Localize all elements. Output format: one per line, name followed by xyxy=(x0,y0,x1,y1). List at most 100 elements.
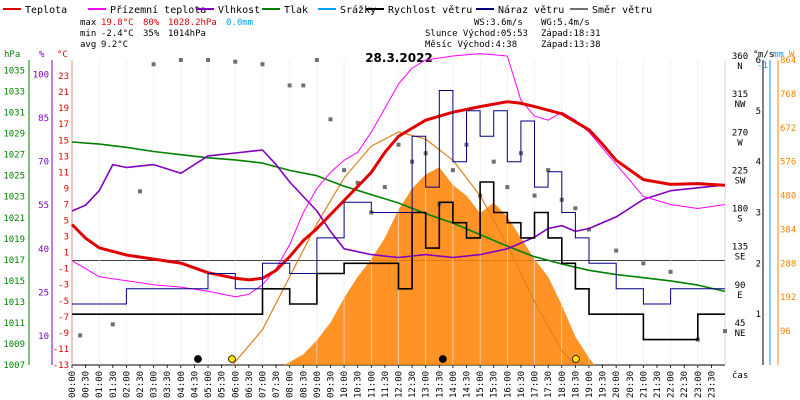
stats-min-label: min xyxy=(80,29,96,39)
wind-direction-point xyxy=(723,329,727,334)
direction-tick-compass: NE xyxy=(735,329,746,339)
wind-direction-point xyxy=(641,261,646,266)
temp-tick-label: -13 xyxy=(53,361,69,371)
time-tick-label: 15:00 xyxy=(476,371,486,398)
stats-max-press: 1028.2hPa xyxy=(168,18,217,28)
time-tick-label: 18:00 xyxy=(558,371,568,398)
time-tick-label: 11:00 xyxy=(367,371,377,398)
hpa-tick-label: 1033 xyxy=(3,88,25,98)
wind-direction-point xyxy=(450,168,455,173)
time-tick-label: 14:00 xyxy=(449,371,459,398)
pct-tick-label: 25 xyxy=(38,288,49,298)
hpa-tick-label: 1025 xyxy=(3,172,25,182)
stats-sun-set: Západ:18:31 xyxy=(541,29,601,39)
time-tick-label: 07:00 xyxy=(258,371,268,398)
ground-temperature-line xyxy=(71,53,726,298)
temp-tick-label: -11 xyxy=(53,345,69,355)
direction-tick-value: 360 xyxy=(732,52,748,62)
stats-sun: Slunce Východ:05:53 xyxy=(425,29,528,39)
stats-ws: WS:3.6m/s xyxy=(474,18,523,28)
wind-direction-point xyxy=(668,269,673,274)
sunrise-marker xyxy=(228,355,236,363)
temperature-line xyxy=(70,100,726,282)
hpa-tick-label: 1035 xyxy=(3,67,25,77)
stats-max-temp: 19.8°C xyxy=(101,18,134,28)
wind-direction-point xyxy=(110,322,115,327)
direction-tick-compass: E xyxy=(737,291,742,301)
time-tick-label: 14:30 xyxy=(463,371,473,398)
temp-tick-label: 21 xyxy=(58,88,69,98)
time-tick-label: 10:00 xyxy=(340,371,350,398)
time-tick-label: 11:30 xyxy=(381,371,391,398)
direction-tick-value: 270 xyxy=(732,128,748,138)
hpa-tick-label: 1031 xyxy=(3,109,25,119)
stats-min-press: 1014hPa xyxy=(168,29,206,39)
direction-tick-compass: SW xyxy=(735,176,746,186)
time-tick-label: 22:30 xyxy=(680,371,690,398)
time-tick-label: 03:00 xyxy=(150,371,160,398)
time-tick-label: 04:30 xyxy=(190,371,200,398)
time-tick-label: 17:30 xyxy=(544,371,554,398)
solar-tick-label: 192 xyxy=(780,293,796,303)
hpa-tick-label: 1021 xyxy=(3,214,25,224)
temp-tick-label: -5 xyxy=(58,297,69,307)
time-tick-label: 20:30 xyxy=(626,371,636,398)
temp-tick-label: 3 xyxy=(64,233,69,243)
hpa-tick-label: 1029 xyxy=(3,130,25,140)
moonset-marker xyxy=(438,355,447,363)
legend-label-rychlost-vetru: Rychlost větru xyxy=(388,4,472,16)
time-tick-label: 02:30 xyxy=(136,371,146,398)
wind-direction-point xyxy=(78,333,83,338)
w-unit-label: W xyxy=(789,50,795,60)
wind-direction-point xyxy=(382,185,387,190)
legend-label-srazky: Srážky xyxy=(340,4,376,16)
time-tick-label: 06:00 xyxy=(231,371,241,398)
time-tick-label: 07:30 xyxy=(272,371,282,398)
time-tick-label: 04:00 xyxy=(177,371,187,398)
legend-label-naraz-vetru: Náraz větru xyxy=(498,4,564,16)
wind-direction-point xyxy=(287,83,292,88)
temp-tick-label: 9 xyxy=(64,184,69,194)
solar-tick-label: 576 xyxy=(780,158,796,168)
hpa-tick-label: 1017 xyxy=(3,256,25,266)
time-tick-label: 22:00 xyxy=(667,371,677,398)
legend-label-teplota: Teplota xyxy=(25,5,67,16)
time-tick-label: 13:00 xyxy=(422,371,432,398)
hpa-tick-label: 1019 xyxy=(3,235,25,245)
wind-direction-point xyxy=(355,180,360,185)
hpa-tick-label: 1027 xyxy=(3,151,25,161)
time-tick-label: 00:30 xyxy=(82,371,92,398)
clear-sky-curve xyxy=(232,131,576,366)
solar-tick-label: 480 xyxy=(780,192,796,202)
pct-tick-label: 10 xyxy=(38,332,49,342)
hpa-tick-label: 1007 xyxy=(3,361,25,371)
pct-tick-label: 70 xyxy=(38,158,49,168)
temp-tick-label: -9 xyxy=(58,329,69,339)
time-tick-label: 10:30 xyxy=(354,371,364,398)
wind-tick-label: 4 xyxy=(756,158,761,168)
time-tick-label: 21:00 xyxy=(639,371,649,398)
hpa-tick-label: 1013 xyxy=(3,298,25,308)
pct-unit-label: % xyxy=(39,50,45,60)
stats-max-rain: 0.0mm xyxy=(226,18,253,28)
stats-min-hum: 35% xyxy=(143,29,160,39)
wind-tick-label: 6 xyxy=(756,56,761,66)
rain-tick-label: -1 xyxy=(757,61,768,71)
solar-tick-label: 768 xyxy=(780,90,796,100)
direction-tick-compass: NW xyxy=(735,100,746,110)
wind-direction-point xyxy=(396,142,401,147)
stats-moon: Měsíc Východ:4:38 xyxy=(425,40,517,50)
time-tick-label: 09:00 xyxy=(313,371,323,398)
stats-moon-set: Západ:13:38 xyxy=(541,40,601,50)
time-tick-label: 09:30 xyxy=(326,371,336,398)
time-tick-label: 17:00 xyxy=(531,371,541,398)
solar-tick-label: 288 xyxy=(780,259,796,269)
temp-tick-label: 1 xyxy=(64,249,69,259)
direction-tick-value: 135 xyxy=(732,243,748,253)
wind-direction-point xyxy=(301,83,306,88)
hpa-tick-label: 1015 xyxy=(3,277,25,287)
temp-tick-label: 13 xyxy=(58,152,69,162)
time-tick-label: 12:00 xyxy=(395,371,405,398)
time-tick-label: 20:00 xyxy=(612,371,622,398)
